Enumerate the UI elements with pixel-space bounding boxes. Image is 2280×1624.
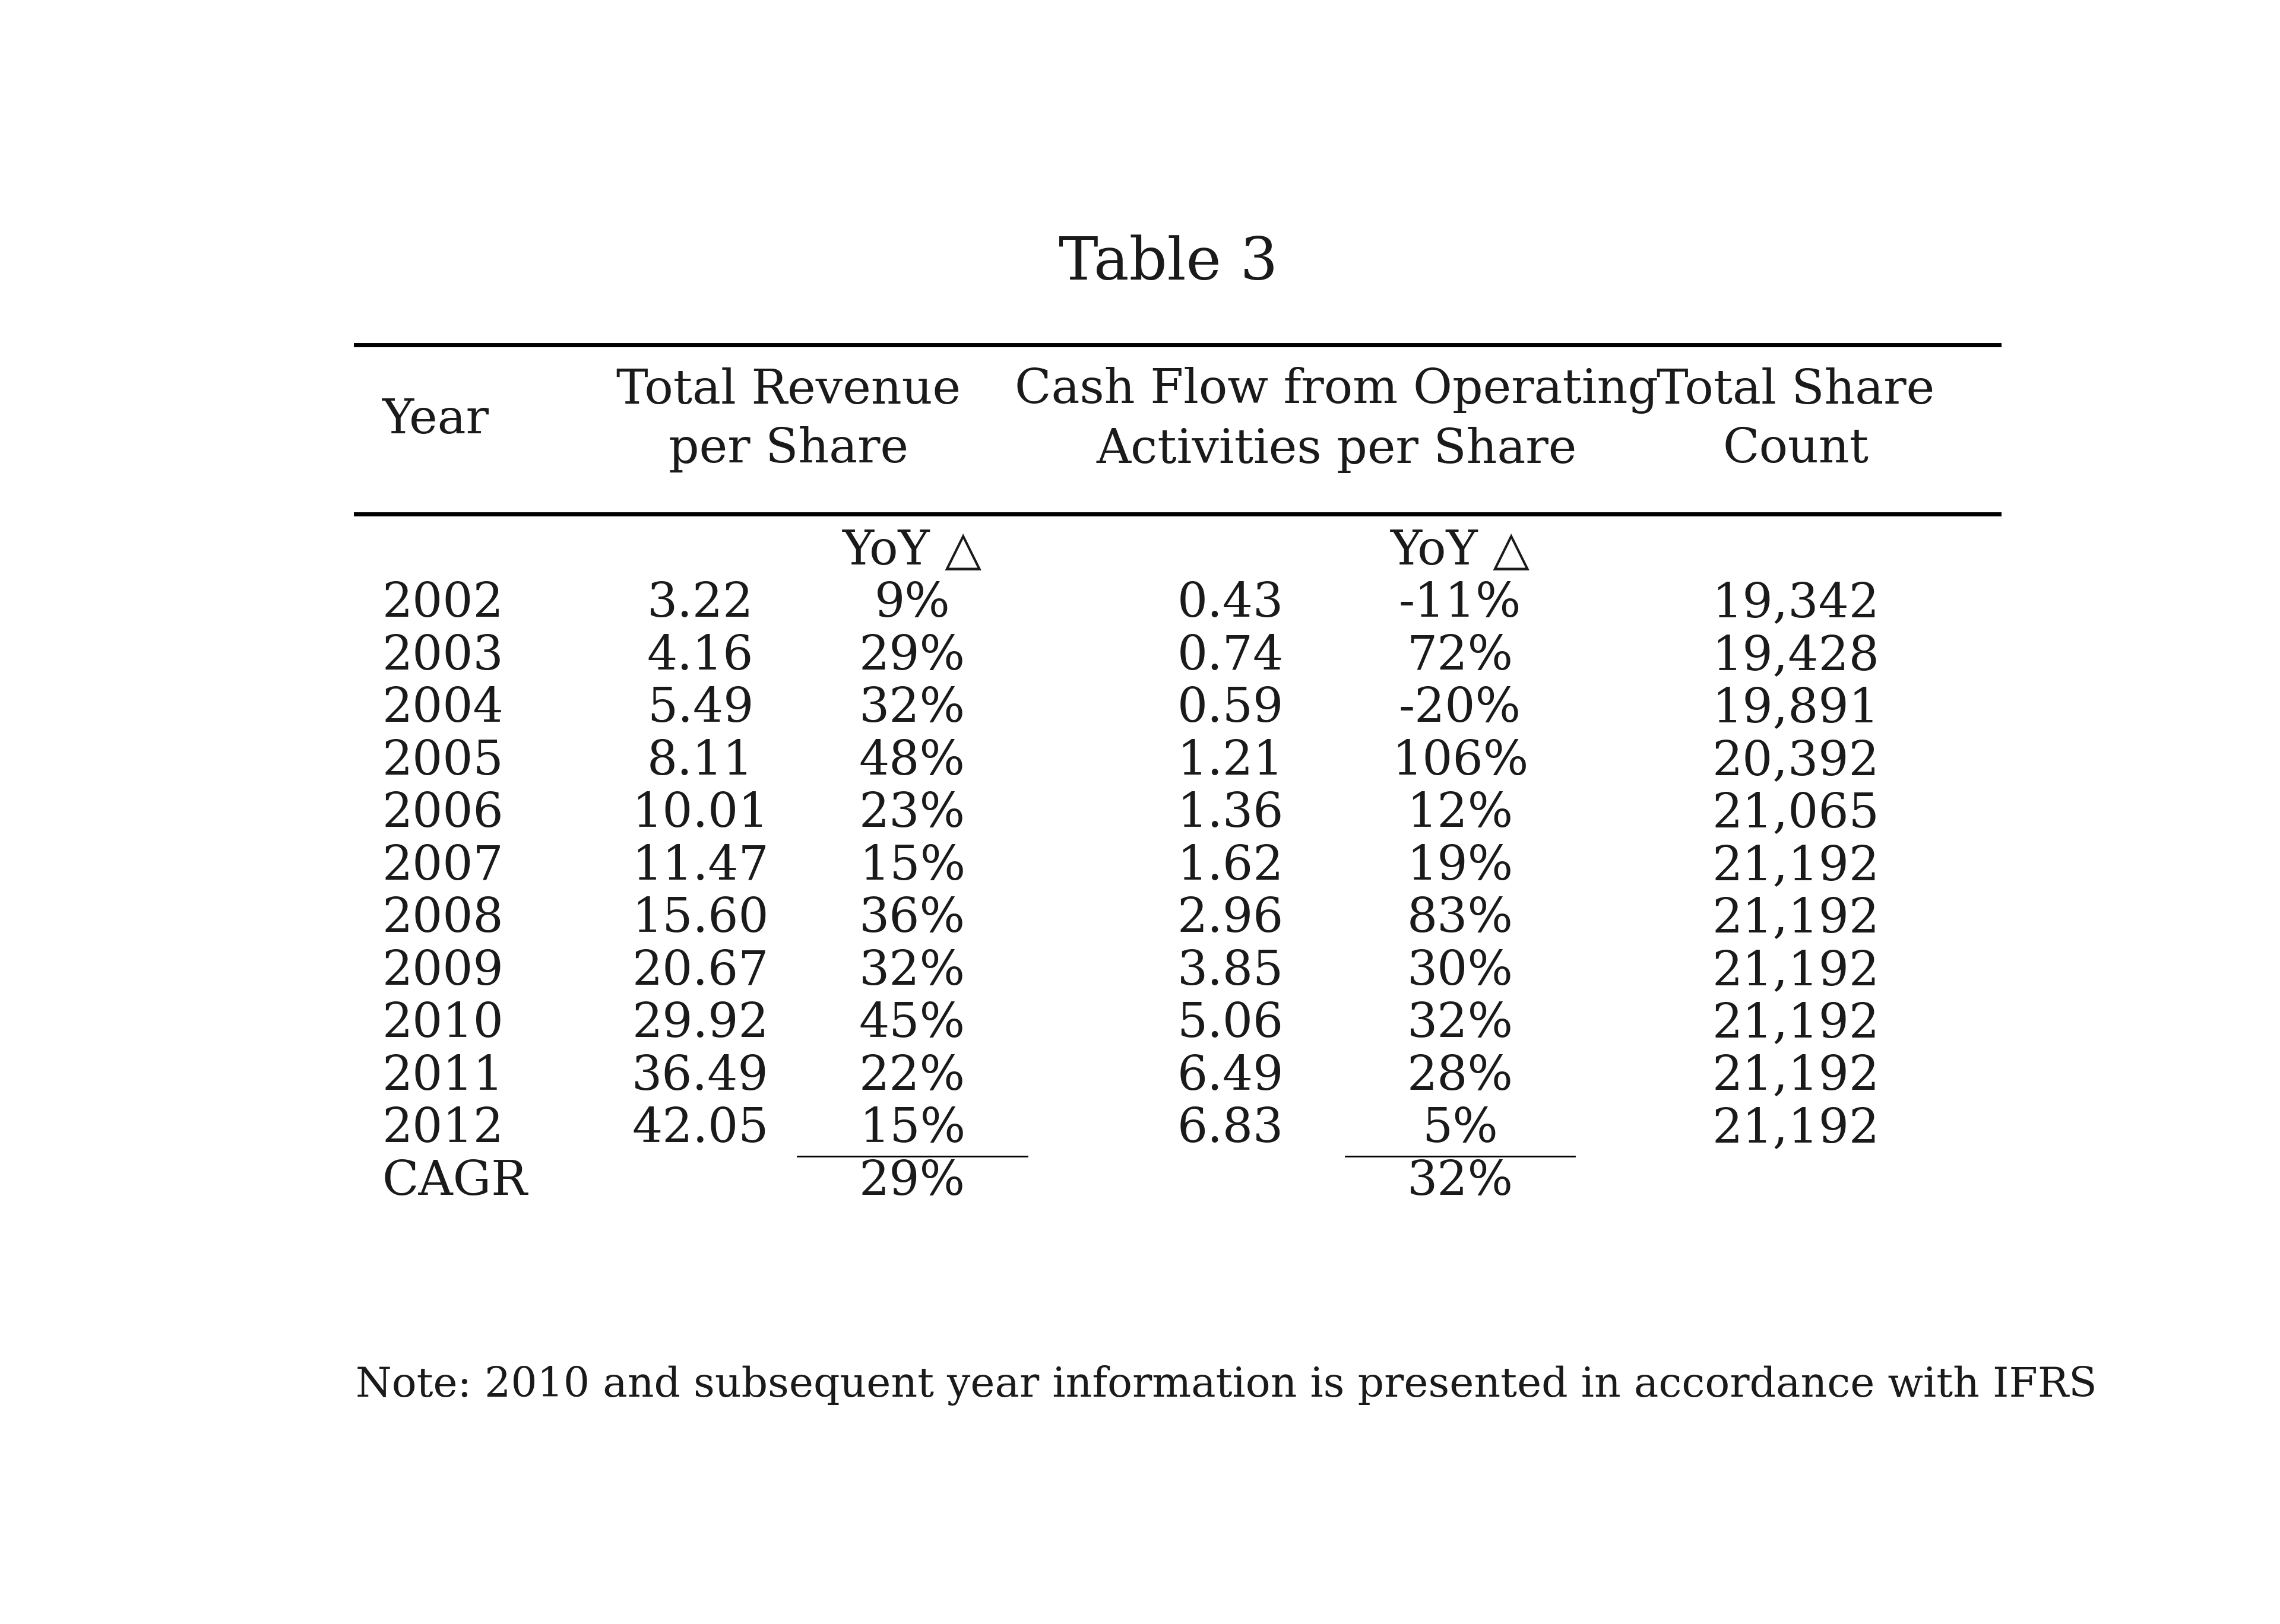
Text: 5.49: 5.49: [648, 685, 752, 732]
Text: 19%: 19%: [1407, 843, 1514, 890]
Text: 20.67: 20.67: [632, 948, 768, 994]
Text: Year: Year: [383, 396, 490, 443]
Text: 0.43: 0.43: [1176, 581, 1284, 627]
Text: 2005: 2005: [383, 739, 504, 784]
Text: 5.06: 5.06: [1176, 1000, 1284, 1047]
Text: 1.36: 1.36: [1176, 791, 1284, 836]
Text: 19,342: 19,342: [1712, 581, 1879, 627]
Text: 4.16: 4.16: [648, 633, 752, 679]
Text: 3.85: 3.85: [1176, 948, 1284, 994]
Text: 8.11: 8.11: [648, 739, 752, 784]
Text: 83%: 83%: [1407, 896, 1514, 942]
Text: 21,192: 21,192: [1712, 843, 1879, 890]
Text: 2007: 2007: [383, 843, 504, 890]
Text: 9%: 9%: [873, 581, 951, 627]
Text: 2009: 2009: [383, 948, 504, 994]
Text: -20%: -20%: [1400, 685, 1521, 732]
Text: 106%: 106%: [1391, 739, 1528, 784]
Text: 72%: 72%: [1407, 633, 1514, 679]
Text: 2003: 2003: [383, 633, 504, 679]
Text: 20,392: 20,392: [1712, 739, 1879, 784]
Text: 15%: 15%: [860, 843, 964, 890]
Text: 2002: 2002: [383, 581, 504, 627]
Text: 2008: 2008: [383, 896, 504, 942]
Text: 19,428: 19,428: [1712, 633, 1879, 679]
Text: 2004: 2004: [383, 685, 504, 732]
Text: 21,192: 21,192: [1712, 1106, 1879, 1151]
Text: CAGR: CAGR: [383, 1158, 527, 1205]
Text: 21,065: 21,065: [1712, 791, 1879, 836]
Text: 21,192: 21,192: [1712, 948, 1879, 994]
Text: 2011: 2011: [383, 1054, 504, 1099]
Text: 12%: 12%: [1407, 791, 1514, 836]
Text: 15.60: 15.60: [632, 896, 768, 942]
Text: 45%: 45%: [860, 1000, 964, 1047]
Text: 32%: 32%: [1407, 1000, 1514, 1047]
Text: 32%: 32%: [860, 685, 964, 732]
Text: 21,192: 21,192: [1712, 896, 1879, 942]
Text: 2012: 2012: [383, 1106, 504, 1151]
Text: 6.83: 6.83: [1176, 1106, 1284, 1151]
Text: 30%: 30%: [1407, 948, 1514, 994]
Text: 5%: 5%: [1423, 1106, 1498, 1151]
Text: 36%: 36%: [860, 896, 964, 942]
Text: 11.47: 11.47: [632, 843, 768, 890]
Text: 36.49: 36.49: [632, 1054, 768, 1099]
Text: Note: 2010 and subsequent year information is presented in accordance with IFRS: Note: 2010 and subsequent year informati…: [356, 1366, 2098, 1405]
Text: 32%: 32%: [1407, 1158, 1514, 1205]
Text: Table 3: Table 3: [1058, 235, 1279, 292]
Text: YoY △: YoY △: [844, 528, 983, 575]
Text: 28%: 28%: [1407, 1054, 1514, 1099]
Text: 3.22: 3.22: [648, 581, 752, 627]
Text: 22%: 22%: [860, 1054, 964, 1099]
Text: Cash Flow from Operating
Activities per Share: Cash Flow from Operating Activities per …: [1015, 367, 1658, 473]
Text: 6.49: 6.49: [1176, 1054, 1284, 1099]
Text: 2006: 2006: [383, 791, 504, 836]
Text: 0.74: 0.74: [1176, 633, 1284, 679]
Text: 19,891: 19,891: [1712, 685, 1879, 732]
Text: 29.92: 29.92: [632, 1000, 768, 1047]
Text: 48%: 48%: [860, 739, 964, 784]
Text: 32%: 32%: [860, 948, 964, 994]
Text: 29%: 29%: [860, 633, 964, 679]
Text: 1.21: 1.21: [1176, 739, 1284, 784]
Text: Total Share
Count: Total Share Count: [1658, 367, 1936, 473]
Text: 10.01: 10.01: [632, 791, 768, 836]
Text: 2010: 2010: [383, 1000, 504, 1047]
Text: -11%: -11%: [1398, 581, 1521, 627]
Text: 29%: 29%: [860, 1158, 964, 1205]
Text: 42.05: 42.05: [632, 1106, 768, 1151]
Text: YoY △: YoY △: [1391, 528, 1530, 575]
Text: Total Revenue
per Share: Total Revenue per Share: [616, 367, 960, 473]
Text: 2.96: 2.96: [1176, 896, 1284, 942]
Text: 21,192: 21,192: [1712, 1000, 1879, 1047]
Text: 1.62: 1.62: [1176, 843, 1284, 890]
Text: 21,192: 21,192: [1712, 1054, 1879, 1099]
Text: 15%: 15%: [860, 1106, 964, 1151]
Text: 0.59: 0.59: [1176, 685, 1284, 732]
Text: 23%: 23%: [860, 791, 964, 836]
